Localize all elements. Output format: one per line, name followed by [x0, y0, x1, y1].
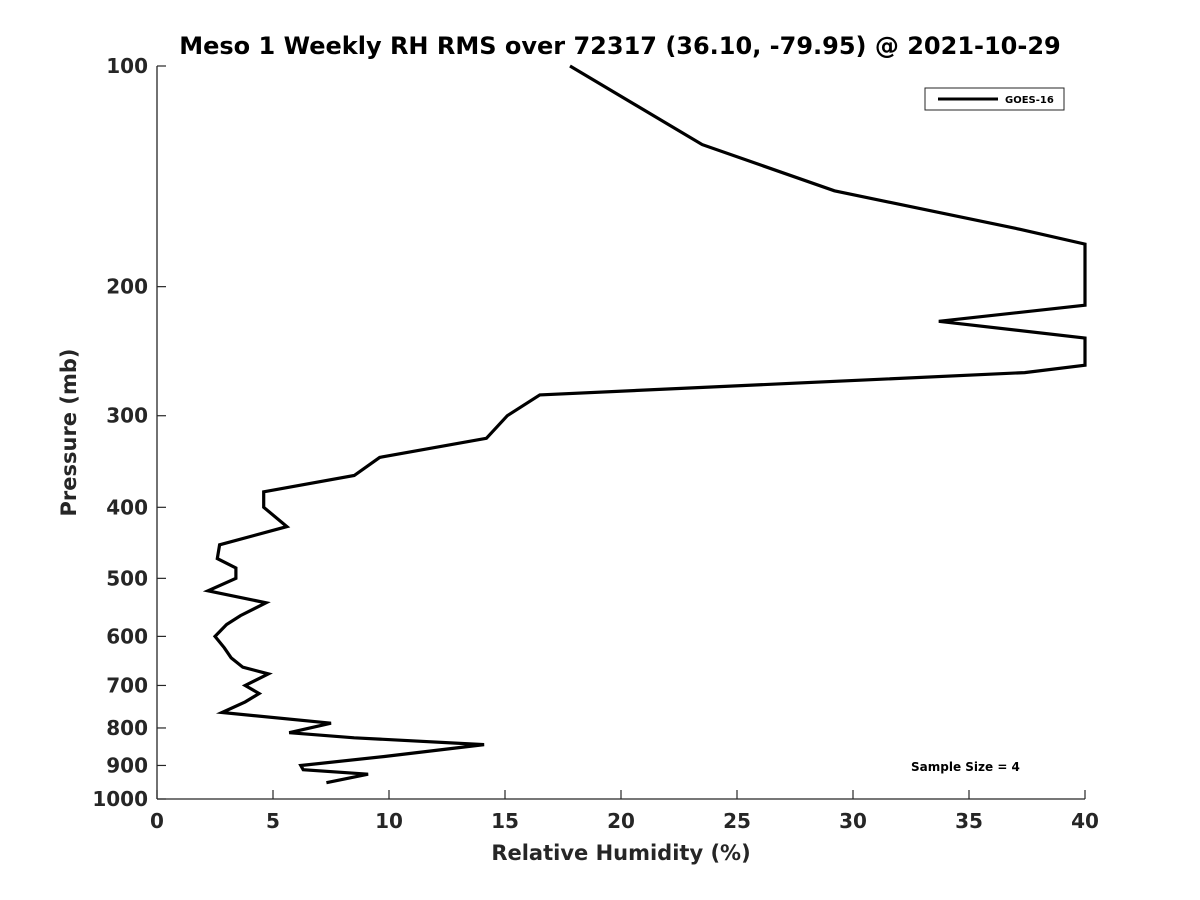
x-tick-label: 0: [150, 809, 164, 833]
x-tick-label: 10: [375, 809, 403, 833]
y-tick-label: 300: [106, 404, 148, 428]
y-tick-label: 1000: [92, 787, 148, 811]
y-tick-label: 900: [106, 753, 148, 777]
x-tick-label: 40: [1071, 809, 1099, 833]
x-tick-label: 20: [607, 809, 635, 833]
y-tick-label: 500: [106, 566, 148, 590]
x-axis-label: Relative Humidity (%): [491, 841, 750, 865]
x-tick-label: 30: [839, 809, 867, 833]
x-tick-label: 35: [955, 809, 983, 833]
series-line-goes-16: [202, 64, 1087, 785]
x-tick-label: 15: [491, 809, 519, 833]
y-tick-label: 700: [106, 673, 148, 697]
y-tick-label: 100: [106, 54, 148, 78]
legend-entry: GOES-16: [1005, 95, 1054, 106]
y-tick-label: 400: [106, 495, 148, 519]
chart-title: Meso 1 Weekly RH RMS over 72317 (36.10, …: [179, 32, 1061, 60]
y-axis-label: Pressure (mb): [57, 349, 81, 517]
y-tick-label: 800: [106, 716, 148, 740]
y-tick-label: 600: [106, 624, 148, 648]
y-tick-label: 200: [106, 275, 148, 299]
x-tick-label: 5: [266, 809, 280, 833]
sample-size-annotation: Sample Size = 4: [911, 760, 1020, 774]
x-tick-label: 25: [723, 809, 751, 833]
